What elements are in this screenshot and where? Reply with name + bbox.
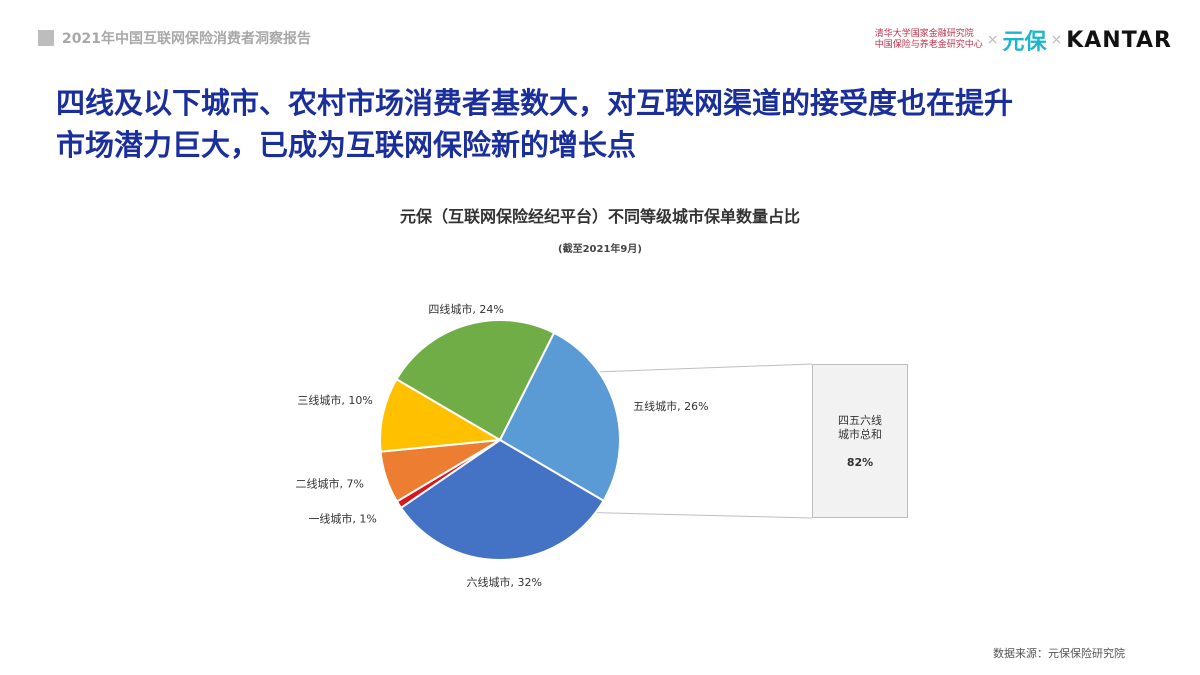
- headline-line1: 四线及以下城市、农村市场消费者基数大，对互联网渠道的接受度也在提升: [56, 86, 1014, 120]
- summary-label-line1: 四五六线: [838, 413, 882, 427]
- kantar-logo: KANTAR: [1066, 27, 1172, 53]
- summary-label-line2: 城市总和: [838, 427, 882, 441]
- slice-label: 四线城市, 24%: [428, 302, 503, 316]
- slice-label: 五线城市, 26%: [633, 399, 708, 413]
- slice-label: 二线城市, 7%: [296, 476, 364, 490]
- yuanbao-logo: 元保: [1002, 30, 1047, 55]
- slice-label: 三线城市, 10%: [297, 393, 372, 407]
- summary-label: 四五六线 城市总和: [838, 414, 882, 442]
- chart-title: 元保（互联网保险经纪平台）不同等级城市保单数量占比: [399, 207, 800, 226]
- chart-subtitle: (截至2021年9月): [558, 244, 642, 255]
- tsinghua-logo-line2: 中国保险与养老金研究中心: [874, 40, 983, 50]
- partner-logos: 清华大学国家金融研究院 中国保险与养老金研究中心 × 元保 × KANTAR: [875, 24, 1172, 56]
- slice-label: 一线城市, 1%: [308, 512, 376, 526]
- pie-slice: [498, 331, 621, 503]
- logo-separator: ×: [1050, 32, 1063, 48]
- logo-separator: ×: [986, 32, 999, 48]
- report-title: 2021年中国互联网保险消费者洞察报告: [62, 31, 311, 47]
- summary-box: 四五六线 城市总和 82%: [812, 364, 908, 518]
- tsinghua-logo: 清华大学国家金融研究院 中国保险与养老金研究中心: [875, 29, 983, 51]
- header-square-icon: [38, 30, 54, 46]
- tsinghua-logo-line1: 清华大学国家金融研究院: [874, 29, 974, 39]
- page-headline: 四线及以下城市、农村市场消费者基数大，对互联网渠道的接受度也在提升 市场潜力巨大…: [56, 82, 1156, 166]
- data-source: 数据来源：元保保险研究院: [993, 647, 1125, 660]
- headline-line2: 市场潜力巨大，已成为互联网保险新的增长点: [56, 128, 637, 162]
- pie-slice: [379, 377, 504, 453]
- summary-value: 82%: [846, 455, 874, 469]
- report-header: 2021年中国互联网保险消费者洞察报告: [38, 28, 311, 48]
- slice-label: 六线城市, 32%: [466, 575, 541, 589]
- pie-slice: [399, 438, 605, 561]
